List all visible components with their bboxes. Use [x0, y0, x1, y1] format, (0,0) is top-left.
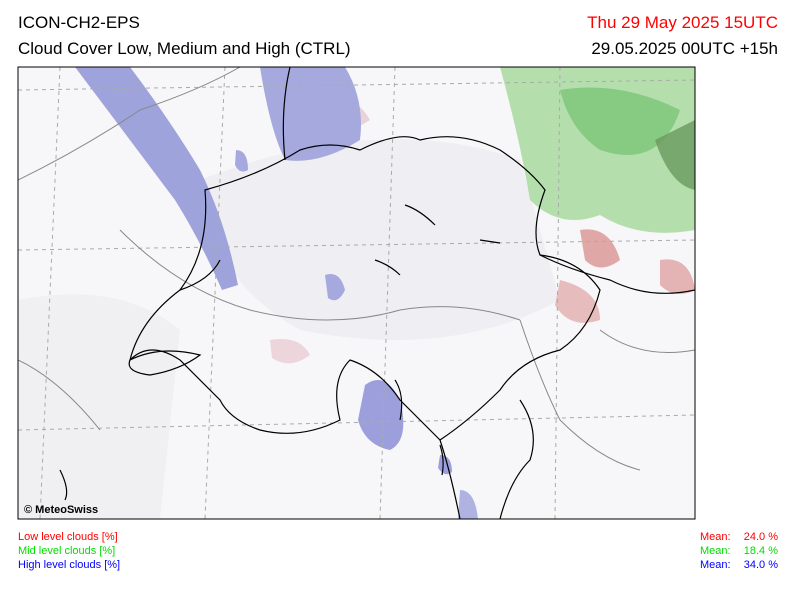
map: © MeteoSwiss: [17, 66, 696, 520]
mean-label: Mean:: [700, 545, 731, 557]
legend: Low level clouds [%] Mean: 24.0 % Mid level…: [18, 531, 778, 571]
legend-label: Low level clouds [%]: [18, 531, 118, 543]
run-time: 29.05.2025 00UTC +15h: [591, 39, 778, 58]
mean-label: Mean:: [700, 559, 731, 571]
valid-time: Thu 29 May 2025 15UTC: [587, 13, 778, 32]
mean-value: 24.0 %: [744, 531, 778, 543]
legend-label: High level clouds [%]: [18, 559, 120, 571]
mean-value: 18.4 %: [744, 545, 778, 557]
map-title: Cloud Cover Low, Medium and High (CTRL): [18, 39, 351, 58]
map-frame: [17, 66, 696, 520]
legend-label: Mid level clouds [%]: [18, 545, 115, 557]
model-name: ICON-CH2-EPS: [18, 13, 140, 32]
credit: © MeteoSwiss: [24, 504, 98, 516]
mean-label: Mean:: [700, 531, 731, 543]
mean-value: 34.0 %: [744, 559, 778, 571]
